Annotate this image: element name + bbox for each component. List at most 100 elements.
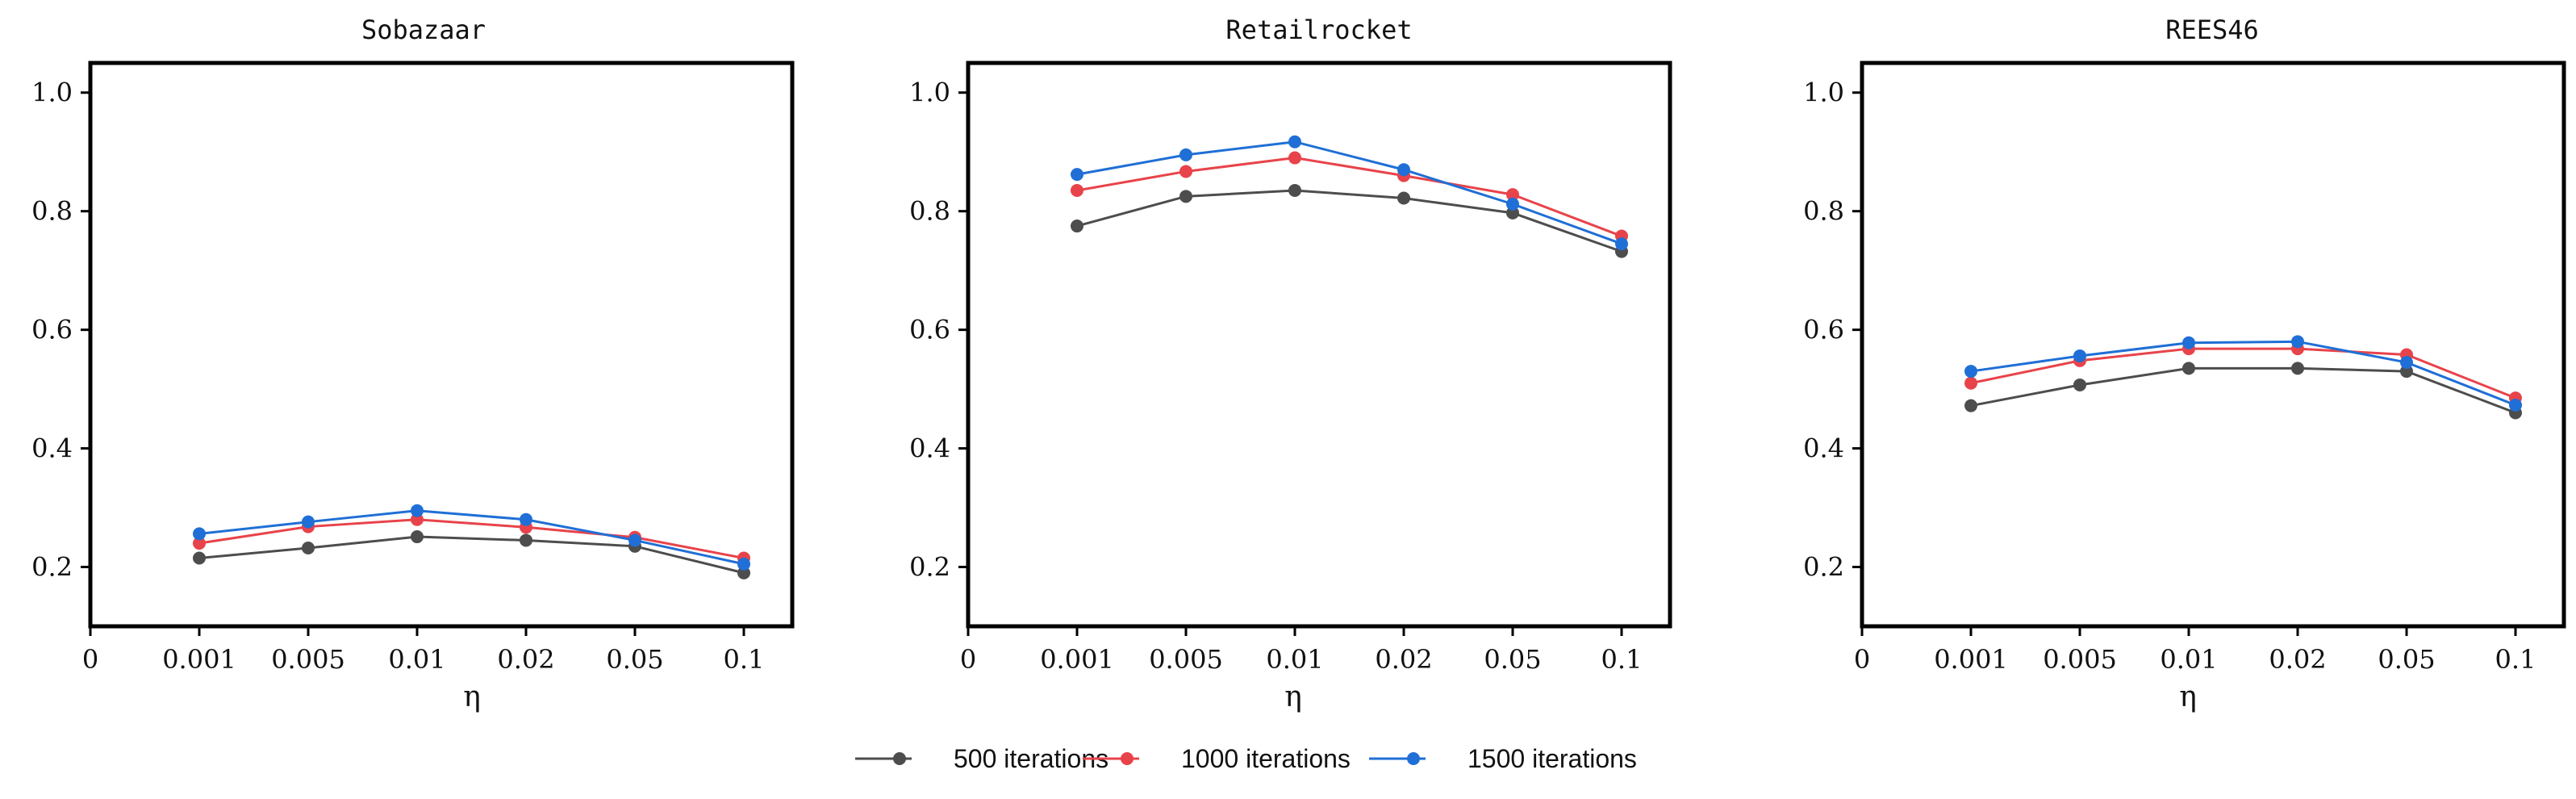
series-line <box>1076 140 1622 245</box>
y-tick-label: 0.4 <box>1803 433 1844 464</box>
series-line <box>1970 340 2516 407</box>
series-500-iterations <box>1071 183 1628 258</box>
data-point <box>1179 148 1192 161</box>
x-tick-label: 0 <box>82 644 98 675</box>
y-tick-label: 0.2 <box>1803 552 1844 583</box>
data-point <box>1179 165 1192 178</box>
data-point <box>1071 220 1083 233</box>
series-line <box>1970 347 2516 400</box>
data-point <box>1964 399 1977 412</box>
series-1000-iterations <box>1071 151 1628 243</box>
data-point <box>520 512 532 526</box>
legend-label: 1500 iterations <box>1468 744 1637 773</box>
x-tick-label: 0.001 <box>162 644 236 675</box>
x-tick-label: 0.02 <box>497 644 554 675</box>
legend-marker <box>893 752 906 765</box>
data-point <box>2509 398 2522 412</box>
legend: 500 iterations 1000 iterations 1500 iterat… <box>855 744 1637 773</box>
data-point <box>1397 163 1410 177</box>
x-tick-label: 0.1 <box>1601 644 1643 675</box>
series-1500-iterations <box>193 504 750 571</box>
x-axis-label: η <box>1284 680 1302 713</box>
plot-frame <box>966 61 1672 629</box>
panel-title: Sobazaar <box>361 15 486 45</box>
data-point <box>193 527 206 541</box>
series-line <box>198 509 745 566</box>
data-point <box>2182 362 2195 375</box>
x-tick-label: 0 <box>1854 644 1870 675</box>
panel-retailrocket: Retailrocket 0.20.40.60.81.00 0.001 0.005 0… <box>909 15 1672 713</box>
data-point <box>628 533 641 547</box>
x-tick-label: 0.05 <box>2378 644 2435 675</box>
y-tick-label: 0.6 <box>1803 315 1844 345</box>
x-tick-label: 0.01 <box>1266 644 1323 675</box>
data-point <box>2073 378 2086 391</box>
panel-sobazaar: Sobazaar 0.20.40.60.81.00 0.001 0.005 0.01 0… <box>31 15 795 713</box>
data-point <box>737 557 750 571</box>
data-point <box>411 512 424 526</box>
series-layer <box>1071 135 1628 258</box>
series-500-iterations <box>193 530 750 579</box>
data-point <box>1071 183 1083 197</box>
data-point <box>2182 336 2195 349</box>
data-point <box>520 533 532 547</box>
x-tick-label: 0.01 <box>2160 644 2217 675</box>
panel-title: REES46 <box>2165 15 2259 45</box>
ticks: 0.2 0.4 0.6 0.8 1.0 0 0.001 0.005 0.01 0.02 0.05 0.… <box>31 77 764 675</box>
data-point <box>1179 190 1192 203</box>
y-tick-label: 0.4 <box>909 433 950 464</box>
x-axis-label: η <box>2179 680 2197 713</box>
series-line <box>1076 189 1622 253</box>
y-tick-label: 0.8 <box>1803 196 1844 227</box>
y-tick-label: 0.8 <box>909 196 950 227</box>
ticks: 0.2 0.4 0.6 0.8 1.0 0 0.001 0.005 0.01 0.02 0.05 0.… <box>1803 77 2536 675</box>
y-tick-label: 0.8 <box>31 196 73 227</box>
data-point <box>1288 151 1301 165</box>
data-point <box>737 566 750 579</box>
x-tick-label: 0.005 <box>2043 644 2117 675</box>
y-tick-label: 0.4 <box>31 433 73 464</box>
panel-title: Retailrocket <box>1225 15 1412 45</box>
legend-marker <box>1407 752 1420 765</box>
x-tick-label: 0.02 <box>1375 644 1432 675</box>
x-tick-label: 0.001 <box>1934 644 2008 675</box>
legend-label: 1000 iterations <box>1181 744 1351 773</box>
series-layer <box>193 504 750 579</box>
data-point <box>411 504 424 517</box>
series-line <box>1970 366 2516 414</box>
x-tick-label: 0.05 <box>1484 644 1541 675</box>
y-tick-label: 0.2 <box>909 552 950 583</box>
data-point <box>1071 168 1083 182</box>
x-tick-label: 0.1 <box>2495 644 2536 675</box>
series-line <box>198 535 745 575</box>
data-point <box>1288 183 1301 197</box>
data-point <box>2291 362 2304 375</box>
data-point <box>2073 349 2086 362</box>
y-tick-label: 1.0 <box>1803 77 1844 108</box>
data-point <box>1506 188 1519 202</box>
y-tick-label: 0.2 <box>31 552 73 583</box>
legend-item: 1500 iterations <box>1369 744 1637 773</box>
series-1500-iterations <box>1964 335 2522 412</box>
series-500-iterations <box>1964 362 2522 420</box>
x-tick-label: 0.01 <box>388 644 445 675</box>
data-point <box>2291 335 2304 349</box>
data-point <box>1615 237 1628 251</box>
legend-item: 500 iterations <box>855 744 1108 773</box>
x-tick-label: 0.005 <box>271 644 345 675</box>
series-1000-iterations <box>1964 342 2522 405</box>
data-point <box>1964 376 1977 390</box>
series-line <box>1076 157 1622 237</box>
x-tick-label: 0.05 <box>606 644 663 675</box>
x-tick-label: 0.1 <box>724 644 765 675</box>
x-tick-label: 0.02 <box>2269 644 2326 675</box>
ticks: 0.2 0.4 0.6 0.8 1.0 0 0.001 0.005 0.01 0.02 0.05 0.… <box>909 77 1642 675</box>
data-point <box>302 515 315 529</box>
legend-marker <box>1121 752 1134 765</box>
data-point <box>1288 135 1301 149</box>
y-tick-label: 1.0 <box>909 77 950 108</box>
data-point <box>2400 356 2413 370</box>
x-tick-label: 0 <box>960 644 976 675</box>
y-tick-label: 0.6 <box>909 315 950 345</box>
